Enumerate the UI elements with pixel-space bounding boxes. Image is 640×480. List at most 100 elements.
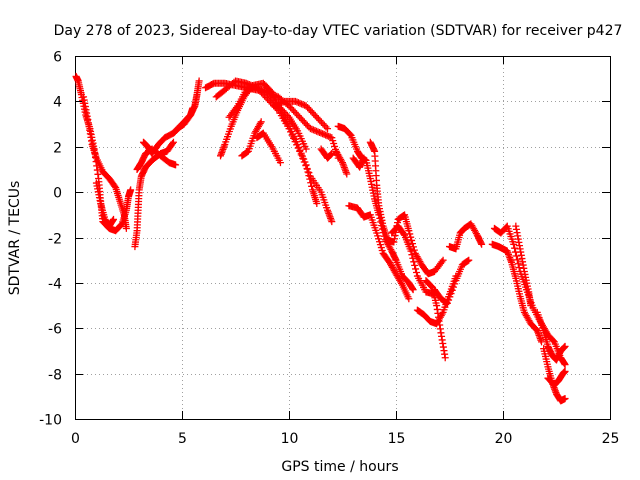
data-point [307,179,315,187]
data-point [561,367,569,375]
series-arc-13 [253,129,284,167]
data-point [302,161,310,169]
data-point [287,104,295,112]
y-axis-label: SDTVAR / TECUs [7,181,23,296]
x-tick-label: 5 [178,431,187,447]
data-point [360,154,368,162]
data-point [296,113,304,121]
y-tick-label: -8 [48,368,62,384]
series-arc-17 [332,147,351,178]
data-point [465,256,473,264]
series-arc-7 [169,104,197,137]
data-point [299,116,307,124]
y-tick-label: 0 [53,186,62,202]
data-point [409,254,417,262]
data-point [407,247,415,255]
series-arc-25 [446,220,486,253]
y-tick-label: 2 [53,141,62,157]
series-arc-24 [431,256,473,307]
data-point [311,112,319,120]
data-point [319,120,327,128]
series-arc-4 [131,138,177,251]
data-point [316,116,324,124]
data-point [111,182,119,190]
data-point [308,182,316,190]
series-arc-18 [349,154,368,171]
y-tick-label: -10 [39,413,62,429]
data-point [307,107,315,115]
data-point [439,256,447,264]
data-point [449,283,457,291]
data-point [282,110,290,118]
data-point [405,295,413,303]
data-point [293,110,301,118]
data-point [510,240,518,248]
data-point [302,145,310,153]
series-arc-23 [422,277,449,362]
data-point [288,105,296,113]
series-arc-15 [317,145,336,162]
data-point [122,224,130,232]
data-point [291,108,299,116]
x-tick-label: 15 [388,431,406,447]
series-arc-29 [533,308,569,364]
data-point [262,93,270,101]
data-point [322,123,330,131]
data-point [408,251,416,259]
data-point [169,140,177,148]
data-point [405,227,413,235]
x-tick-label: 20 [495,431,513,447]
data-point [314,115,322,123]
data-point [172,161,180,169]
x-tick-label: 10 [281,431,299,447]
data-point [300,118,308,126]
data-point [412,269,420,277]
data-point [445,296,453,304]
data-point [478,240,486,248]
x-axis-label: GPS time / hours [281,459,398,475]
series-arc-2 [80,93,130,232]
data-point [276,159,284,167]
y-tick-label: 4 [53,95,62,111]
data-point [441,354,449,362]
data-point [302,102,310,110]
data-point [304,168,312,176]
data-point [257,118,265,126]
data-point [317,118,325,126]
data-point [514,260,522,268]
series-arc-28 [512,222,535,310]
series-arc-14 [270,97,332,133]
series-arc-20 [366,138,447,278]
y-tick-label: 6 [53,50,62,66]
data-point [302,120,310,128]
axis-ticks [75,56,611,420]
data-point [410,258,418,266]
y-tick-labels: -10 -8 -6 -4 -2 0 2 4 6 [39,50,62,429]
data-point [343,170,351,178]
data-point [324,125,332,133]
data-point [438,258,446,266]
y-tick-label: -4 [48,277,62,293]
data-point [305,172,313,180]
data-point [338,157,346,165]
data-point [310,110,318,118]
data-point [411,261,419,269]
data-point [304,104,312,112]
series-arc-19 [345,202,413,303]
data-point [448,286,456,294]
data-point [110,215,118,223]
data-point [283,112,291,120]
data-point [232,104,240,112]
data-point [406,230,414,238]
data-point [513,256,521,264]
series-arc-31 [544,367,569,389]
chart-title: Day 278 of 2023, Sidereal Day-to-day VTE… [54,23,623,39]
data-point [447,290,455,298]
data-point [451,280,459,288]
data-point [412,265,420,273]
data-point [527,302,535,310]
data-point [297,115,305,123]
data-point [409,286,417,294]
data-point [277,105,285,113]
